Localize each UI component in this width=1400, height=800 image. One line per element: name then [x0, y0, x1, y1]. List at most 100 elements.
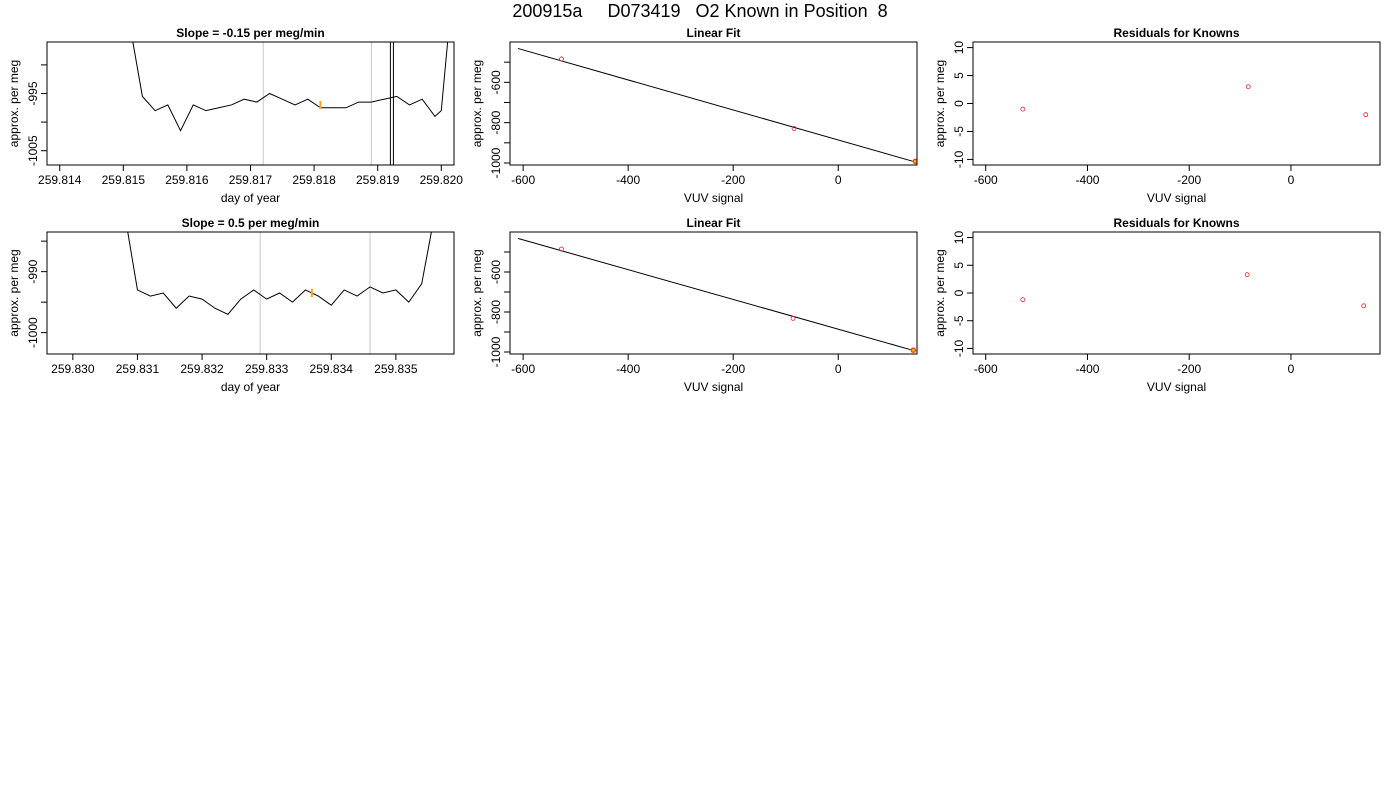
x-tick-label: 259.818 — [292, 173, 336, 187]
y-tick-label: -990 — [26, 259, 40, 283]
x-tick-label: 259.834 — [310, 362, 354, 376]
data-point — [1361, 303, 1367, 309]
data-layer — [1020, 84, 1369, 118]
fit-line — [517, 47, 917, 163]
panel-title: Slope = -0.15 per meg/min — [176, 26, 324, 40]
data-layer — [517, 47, 917, 165]
y-axis-label: approx. per meg — [470, 249, 484, 336]
y-tick-label: -10 — [952, 150, 966, 168]
x-tick-label: 0 — [1288, 362, 1295, 376]
x-tick-label: 259.831 — [116, 362, 160, 376]
y-tick-label: -5 — [952, 315, 966, 326]
x-tick-label: 259.816 — [165, 173, 209, 187]
y-tick-label: 10 — [952, 41, 966, 55]
x-tick-label: 259.814 — [38, 173, 82, 187]
x-axis-label: VUV signal — [1147, 191, 1206, 205]
y-tick-label: 10 — [952, 231, 966, 245]
data-point — [910, 347, 916, 353]
data-point — [913, 158, 917, 164]
y-tick-label: 0 — [952, 289, 966, 296]
x-tick-label: -200 — [721, 173, 745, 187]
fit-line — [517, 237, 917, 352]
data-point — [1363, 112, 1369, 118]
plot-frame — [509, 41, 918, 166]
x-tick-label: -200 — [1177, 173, 1201, 187]
y-axis-label: approx. per meg — [933, 60, 947, 147]
panel-2: Linear Fit -600 -400 -200 0 -600 -800 -1000 VUV … — [470, 26, 918, 205]
x-tick-label: -200 — [1177, 362, 1201, 376]
x-tick-label: -600 — [974, 362, 998, 376]
x-tick-label: 259.833 — [245, 362, 289, 376]
figure-title: 200915a D073419 O2 Known in Position 8 — [512, 1, 888, 21]
x-tick-label: -200 — [721, 362, 745, 376]
x-axis-label: day of year — [221, 380, 280, 394]
plot-frame — [46, 41, 455, 166]
x-axis-label: VUV signal — [1147, 380, 1206, 394]
panel-4: Slope = 0.5 per meg/min 259.830 259.831 259… — [7, 216, 455, 394]
plot-frame — [972, 41, 1381, 166]
x-tick-label: -600 — [974, 173, 998, 187]
y-tick-label: 0 — [952, 100, 966, 107]
y-tick-label: -1000 — [489, 336, 503, 367]
x-axis-label: VUV signal — [684, 380, 743, 394]
y-tick-label: -1000 — [26, 317, 40, 348]
data-point — [559, 56, 564, 62]
y-axis-label: approx. per meg — [7, 249, 21, 336]
x-tick-label: 0 — [835, 173, 842, 187]
data-point — [1245, 84, 1251, 90]
x-axis-label: day of year — [221, 191, 280, 205]
panel-3: Residuals for Knowns -600 -400 -200 0 10 5 0 -5 -… — [933, 26, 1381, 205]
data-layer — [127, 232, 432, 315]
plot-frame — [46, 231, 455, 355]
y-tick-label: -1000 — [489, 147, 503, 178]
data-layer — [132, 42, 449, 165]
y-tick-label: -600 — [489, 70, 503, 94]
x-tick-label: 259.820 — [420, 173, 464, 187]
panel-title: Linear Fit — [686, 26, 740, 40]
x-tick-label: 259.835 — [374, 362, 418, 376]
panel-title: Linear Fit — [686, 216, 740, 230]
series-line — [127, 232, 432, 315]
x-tick-label: 0 — [835, 362, 842, 376]
x-tick-label: 259.819 — [356, 173, 400, 187]
y-axis-label: approx. per meg — [470, 60, 484, 147]
panel-title: Slope = 0.5 per meg/min — [182, 216, 320, 230]
data-point — [791, 126, 797, 131]
x-tick-label: -400 — [616, 362, 640, 376]
data-layer — [517, 237, 917, 354]
y-axis-label: approx. per meg — [7, 60, 21, 147]
y-axis-label: approx. per meg — [933, 249, 947, 336]
data-point — [790, 315, 796, 321]
x-tick-label: -400 — [1075, 173, 1099, 187]
x-tick-label: -400 — [1075, 362, 1099, 376]
y-tick-label: -5 — [952, 126, 966, 137]
data-point — [1020, 297, 1026, 303]
series-line — [132, 42, 449, 132]
y-tick-label: 5 — [952, 72, 966, 79]
panel-title: Residuals for Knowns — [1113, 216, 1239, 230]
panel-1: Slope = -0.15 per meg/min 259.814 259.815 2… — [7, 26, 463, 205]
x-tick-label: 259.817 — [229, 173, 273, 187]
data-point — [1244, 272, 1250, 278]
y-tick-label: -800 — [489, 300, 503, 324]
plot-frame — [509, 231, 918, 355]
panel-5: Linear Fit -600 -400 -200 0 -600 -800 -1000 VUV … — [470, 216, 918, 394]
x-tick-label: 0 — [1288, 173, 1295, 187]
data-layer — [1020, 272, 1367, 309]
x-tick-label: -600 — [511, 173, 535, 187]
data-point — [1020, 106, 1026, 112]
y-tick-label: -995 — [26, 81, 40, 105]
x-tick-label: -400 — [616, 173, 640, 187]
y-tick-label: 5 — [952, 262, 966, 269]
panel-title: Residuals for Knowns — [1113, 26, 1239, 40]
x-tick-label: 259.832 — [180, 362, 224, 376]
x-axis-label: VUV signal — [684, 191, 743, 205]
y-tick-label: -800 — [489, 110, 503, 134]
plot-frame — [972, 231, 1381, 355]
data-point — [559, 246, 564, 252]
y-tick-label: -10 — [952, 339, 966, 357]
x-tick-label: 259.815 — [102, 173, 146, 187]
y-tick-label: -600 — [489, 260, 503, 284]
y-tick-label: -1005 — [26, 135, 40, 166]
